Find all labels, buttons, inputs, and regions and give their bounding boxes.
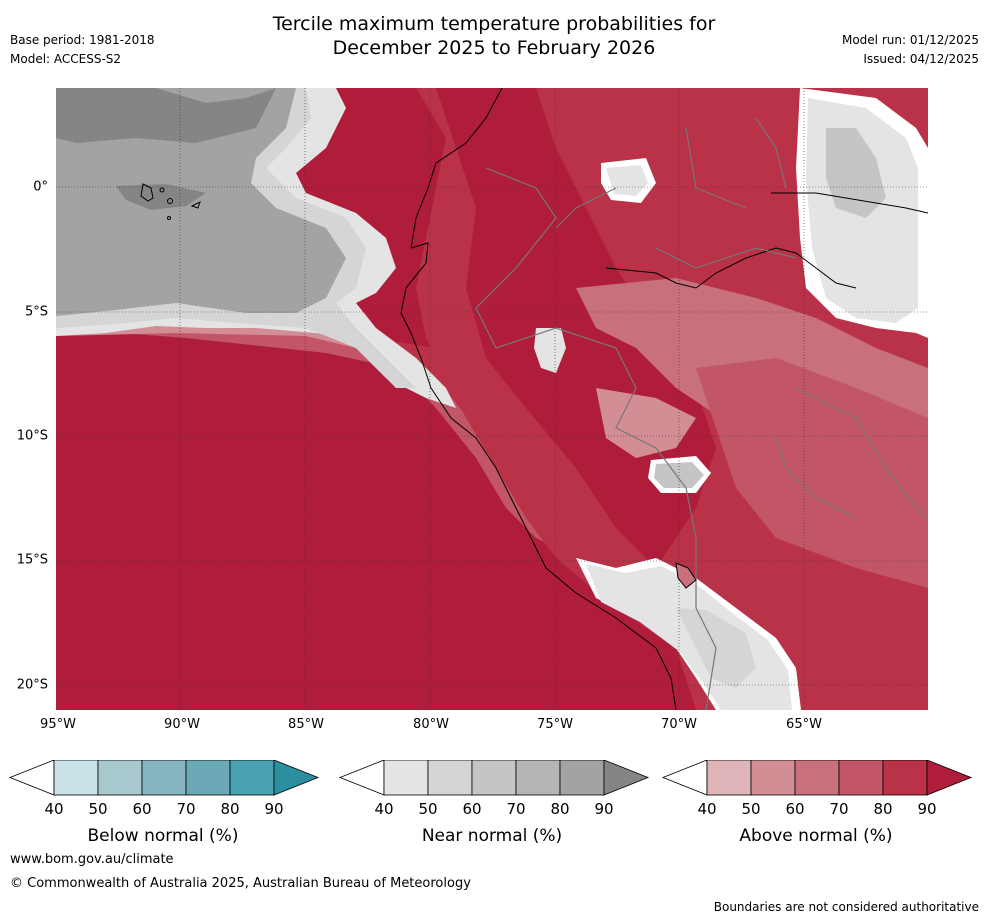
copyright-notice: © Commonwealth of Australia 2025, Austra… xyxy=(10,876,471,891)
x-tick-label: 90°W xyxy=(164,717,200,732)
near-normal-colorbar xyxy=(338,760,650,796)
colorbar-tick-label: 40 xyxy=(374,800,394,818)
colorbar-tick-label: 50 xyxy=(741,800,761,818)
boundary-disclaimer: Boundaries are not considered authoritat… xyxy=(713,900,979,914)
colorbars xyxy=(8,760,973,796)
colorbar-segment xyxy=(838,760,884,796)
colorbar-tick-label: 40 xyxy=(44,800,64,818)
ocean-south-region xyxy=(56,388,696,710)
colorbar-tick-label: 40 xyxy=(697,800,717,818)
colorbar-tick-label: 60 xyxy=(785,800,805,818)
colorbar-tick-label: 70 xyxy=(176,800,196,818)
colorbar-extend-low xyxy=(8,760,55,796)
colorbar-tick-label: 60 xyxy=(462,800,482,818)
colorbar-tick-label: 70 xyxy=(506,800,526,818)
y-tick-label: 5°S xyxy=(24,304,48,320)
colorbar-tick-label: 80 xyxy=(220,800,240,818)
amazon-above-normal-70 xyxy=(696,358,928,588)
chart-title: Tercile maximum temperature probabilitie… xyxy=(0,12,988,60)
y-tick-label: 20°S xyxy=(16,677,48,693)
map-svg xyxy=(56,88,928,710)
colorbar-tick-label: 90 xyxy=(264,800,284,818)
y-tick-label: 10°S xyxy=(16,428,48,444)
colorbar-segment xyxy=(471,760,517,796)
lake-titicaca xyxy=(675,562,697,589)
grey-patch-peru-west xyxy=(534,328,566,373)
colorbar-extend-high xyxy=(273,760,320,796)
peru-above-normal-60 xyxy=(596,388,696,458)
galapagos-islands xyxy=(140,183,201,220)
y-tick-label: 0° xyxy=(33,179,48,195)
near-normal-90-region xyxy=(56,88,276,143)
x-tick-label: 70°W xyxy=(661,717,697,732)
title-line-1: Tercile maximum temperature probabilitie… xyxy=(272,13,716,35)
x-tick-label: 65°W xyxy=(786,717,822,732)
colorbar-segment xyxy=(750,760,796,796)
colorbar-segment xyxy=(185,760,231,796)
colorbar-extend-low xyxy=(661,760,708,796)
x-tick-label: 75°W xyxy=(537,717,573,732)
country-borders xyxy=(475,117,928,710)
colorbar-segment xyxy=(794,760,840,796)
colorbar-tick-label: 50 xyxy=(88,800,108,818)
near-normal-80-region xyxy=(56,88,346,316)
colorbar-segment xyxy=(706,760,752,796)
colorbar-segment xyxy=(229,760,275,796)
grey-patch-colombia xyxy=(606,165,648,196)
colorbar-tick-label: 80 xyxy=(550,800,570,818)
colorbar-tick-label: 80 xyxy=(873,800,893,818)
below-normal-title: Below normal (%) xyxy=(87,826,239,846)
colorbar-tick-label: 60 xyxy=(132,800,152,818)
colorbar-segment xyxy=(882,760,928,796)
y-tick-label: 15°S xyxy=(16,552,48,568)
colorbar-segment xyxy=(559,760,605,796)
probability-map xyxy=(56,88,928,710)
model-run: Model run: 01/12/2025 xyxy=(841,33,979,47)
coastline xyxy=(400,88,677,710)
colorbar-tick-label: 90 xyxy=(594,800,614,818)
above-normal-colorbar xyxy=(661,760,973,796)
colorbar-segment xyxy=(97,760,143,796)
colorbar-segment xyxy=(383,760,429,796)
colorbar-segment xyxy=(515,760,561,796)
colorbar-segment xyxy=(53,760,99,796)
x-tick-label: 80°W xyxy=(413,717,449,732)
colorbar-extend-low xyxy=(338,760,385,796)
x-tick-label: 85°W xyxy=(288,717,324,732)
colorbar-segment xyxy=(141,760,187,796)
colorbar-segment xyxy=(427,760,473,796)
galapagos-grey-region xyxy=(116,184,206,210)
colorbar-extend-high xyxy=(603,760,650,796)
graticule xyxy=(56,88,928,710)
amazon-river xyxy=(605,192,928,289)
base-period: Base period: 1981-2018 xyxy=(10,33,155,47)
below-normal-colorbar xyxy=(8,760,320,796)
near-normal-north-core xyxy=(826,128,886,218)
above-normal-title: Above normal (%) xyxy=(739,826,893,846)
near-normal-title: Near normal (%) xyxy=(421,826,563,846)
colorbar-extend-high xyxy=(926,760,973,796)
x-tick-label: 95°W xyxy=(40,717,76,732)
issued-date: Issued: 04/12/2025 xyxy=(863,52,979,66)
title-line-2: December 2025 to February 2026 xyxy=(332,37,656,59)
model-name: Model: ACCESS-S2 xyxy=(10,52,122,66)
colorbar-tick-label: 90 xyxy=(917,800,937,818)
colorbar-tick-label: 70 xyxy=(829,800,849,818)
website-link[interactable]: www.bom.gov.au/climate xyxy=(10,852,174,867)
colorbar-tick-label: 50 xyxy=(418,800,438,818)
